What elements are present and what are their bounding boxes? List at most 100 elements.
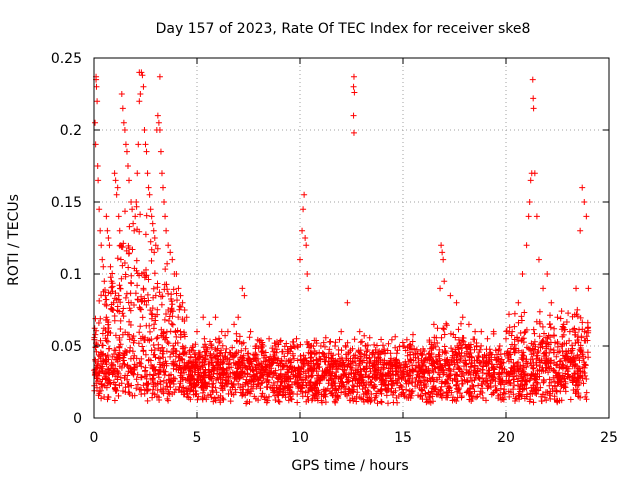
scatter-point — [484, 335, 491, 342]
scatter-point — [540, 285, 547, 292]
scatter-point — [437, 285, 444, 292]
scatter-point — [115, 292, 122, 299]
scatter-point — [165, 242, 172, 249]
scatter-point — [478, 328, 485, 335]
scatter-point — [154, 112, 161, 119]
scatter-point — [253, 343, 260, 349]
chart-title: Day 157 of 2023, Rate Of TEC Index for r… — [156, 21, 531, 37]
scatter-point — [438, 242, 445, 249]
scatter-point — [447, 292, 454, 299]
scatter-point — [179, 299, 186, 306]
scatter-point — [266, 335, 273, 342]
scatter-point — [113, 191, 120, 198]
scatter-point — [114, 184, 121, 191]
scatter-point — [212, 314, 219, 321]
scatter-point — [112, 177, 119, 184]
x-tick-label: 20 — [497, 430, 515, 446]
scatter-point — [100, 263, 107, 270]
scatter-point — [145, 184, 152, 191]
scatter-point — [106, 242, 113, 249]
scatter-point — [350, 112, 357, 119]
scatter-point — [189, 343, 196, 349]
scatter-points — [92, 69, 592, 364]
scatter-point — [144, 170, 151, 177]
scatter-point — [111, 170, 118, 177]
scatter-point — [299, 227, 306, 234]
scatter-point — [302, 235, 309, 241]
y-tick-label: 0.2 — [60, 123, 82, 139]
scatter-point — [272, 343, 279, 349]
scatter-point — [424, 357, 431, 364]
scatter-point — [146, 191, 153, 198]
scatter-point — [531, 170, 538, 177]
scatter-point — [515, 299, 522, 306]
scatter-point — [305, 285, 312, 292]
scatter-point — [525, 213, 532, 220]
scatter-point — [157, 148, 164, 155]
scatter-point — [206, 321, 213, 328]
scatter-point — [319, 350, 326, 357]
scatter-point — [136, 98, 143, 105]
scatter-point — [313, 357, 320, 364]
scatter-point — [441, 278, 448, 285]
scatter-point — [158, 170, 165, 177]
scatter-point — [156, 127, 163, 133]
x-axis-label: GPS time / hours — [291, 458, 408, 474]
y-tick-label: 0.15 — [51, 195, 82, 211]
x-tick-label: 0 — [90, 430, 99, 446]
scatter-point — [526, 199, 533, 205]
scatter-point — [136, 69, 143, 76]
scatter-point — [583, 213, 590, 220]
scatter-point — [118, 91, 125, 97]
scatter-point — [351, 89, 358, 96]
y-tick-label: 0.25 — [51, 51, 82, 67]
scatter-point — [97, 227, 104, 234]
scatter-point — [304, 271, 311, 277]
scatter-point — [218, 328, 225, 335]
scatter-point — [375, 350, 382, 357]
scatter-point — [548, 299, 555, 306]
scatter-point — [440, 256, 447, 263]
scatter-point — [194, 328, 200, 335]
scatter-point — [231, 321, 238, 328]
scatter-point — [143, 148, 150, 155]
scatter-point — [439, 249, 446, 256]
scatter-point — [140, 83, 147, 90]
scatter-point — [163, 227, 170, 234]
scatter-point — [152, 242, 159, 249]
scatter-point — [139, 72, 146, 79]
scatter-point — [124, 163, 131, 169]
scatter-point — [116, 227, 123, 234]
scatter-point — [147, 206, 154, 213]
scatter-point — [344, 299, 351, 306]
scatter-point — [123, 148, 130, 155]
scatter-point — [156, 73, 163, 80]
scatter-point — [129, 206, 136, 213]
scatter-point — [142, 141, 149, 148]
scatter-point — [278, 357, 285, 364]
scatter-point — [177, 292, 184, 299]
scatter-point — [119, 105, 126, 112]
scatter-point — [161, 199, 168, 205]
scatter-point — [338, 328, 345, 335]
scatter-point — [284, 350, 291, 357]
scatter-point — [362, 343, 369, 349]
scatter-point — [151, 235, 158, 241]
scatter-point — [155, 119, 162, 126]
scatter-point — [350, 73, 357, 80]
scatter-point — [110, 299, 117, 306]
plot-frame — [93, 57, 610, 419]
scatter-point — [107, 263, 114, 270]
scatter-point — [160, 184, 167, 191]
scatter-point — [96, 206, 103, 213]
scatter-point — [167, 249, 174, 256]
scatter-point — [128, 299, 135, 306]
scatter-point — [141, 127, 148, 133]
scatter-point — [105, 235, 112, 241]
x-tick-label: 15 — [394, 430, 412, 446]
scatter-point — [128, 199, 135, 205]
scatter-point — [103, 213, 110, 220]
scatter-point — [325, 350, 332, 357]
y-tick-label: 0.05 — [51, 339, 82, 355]
